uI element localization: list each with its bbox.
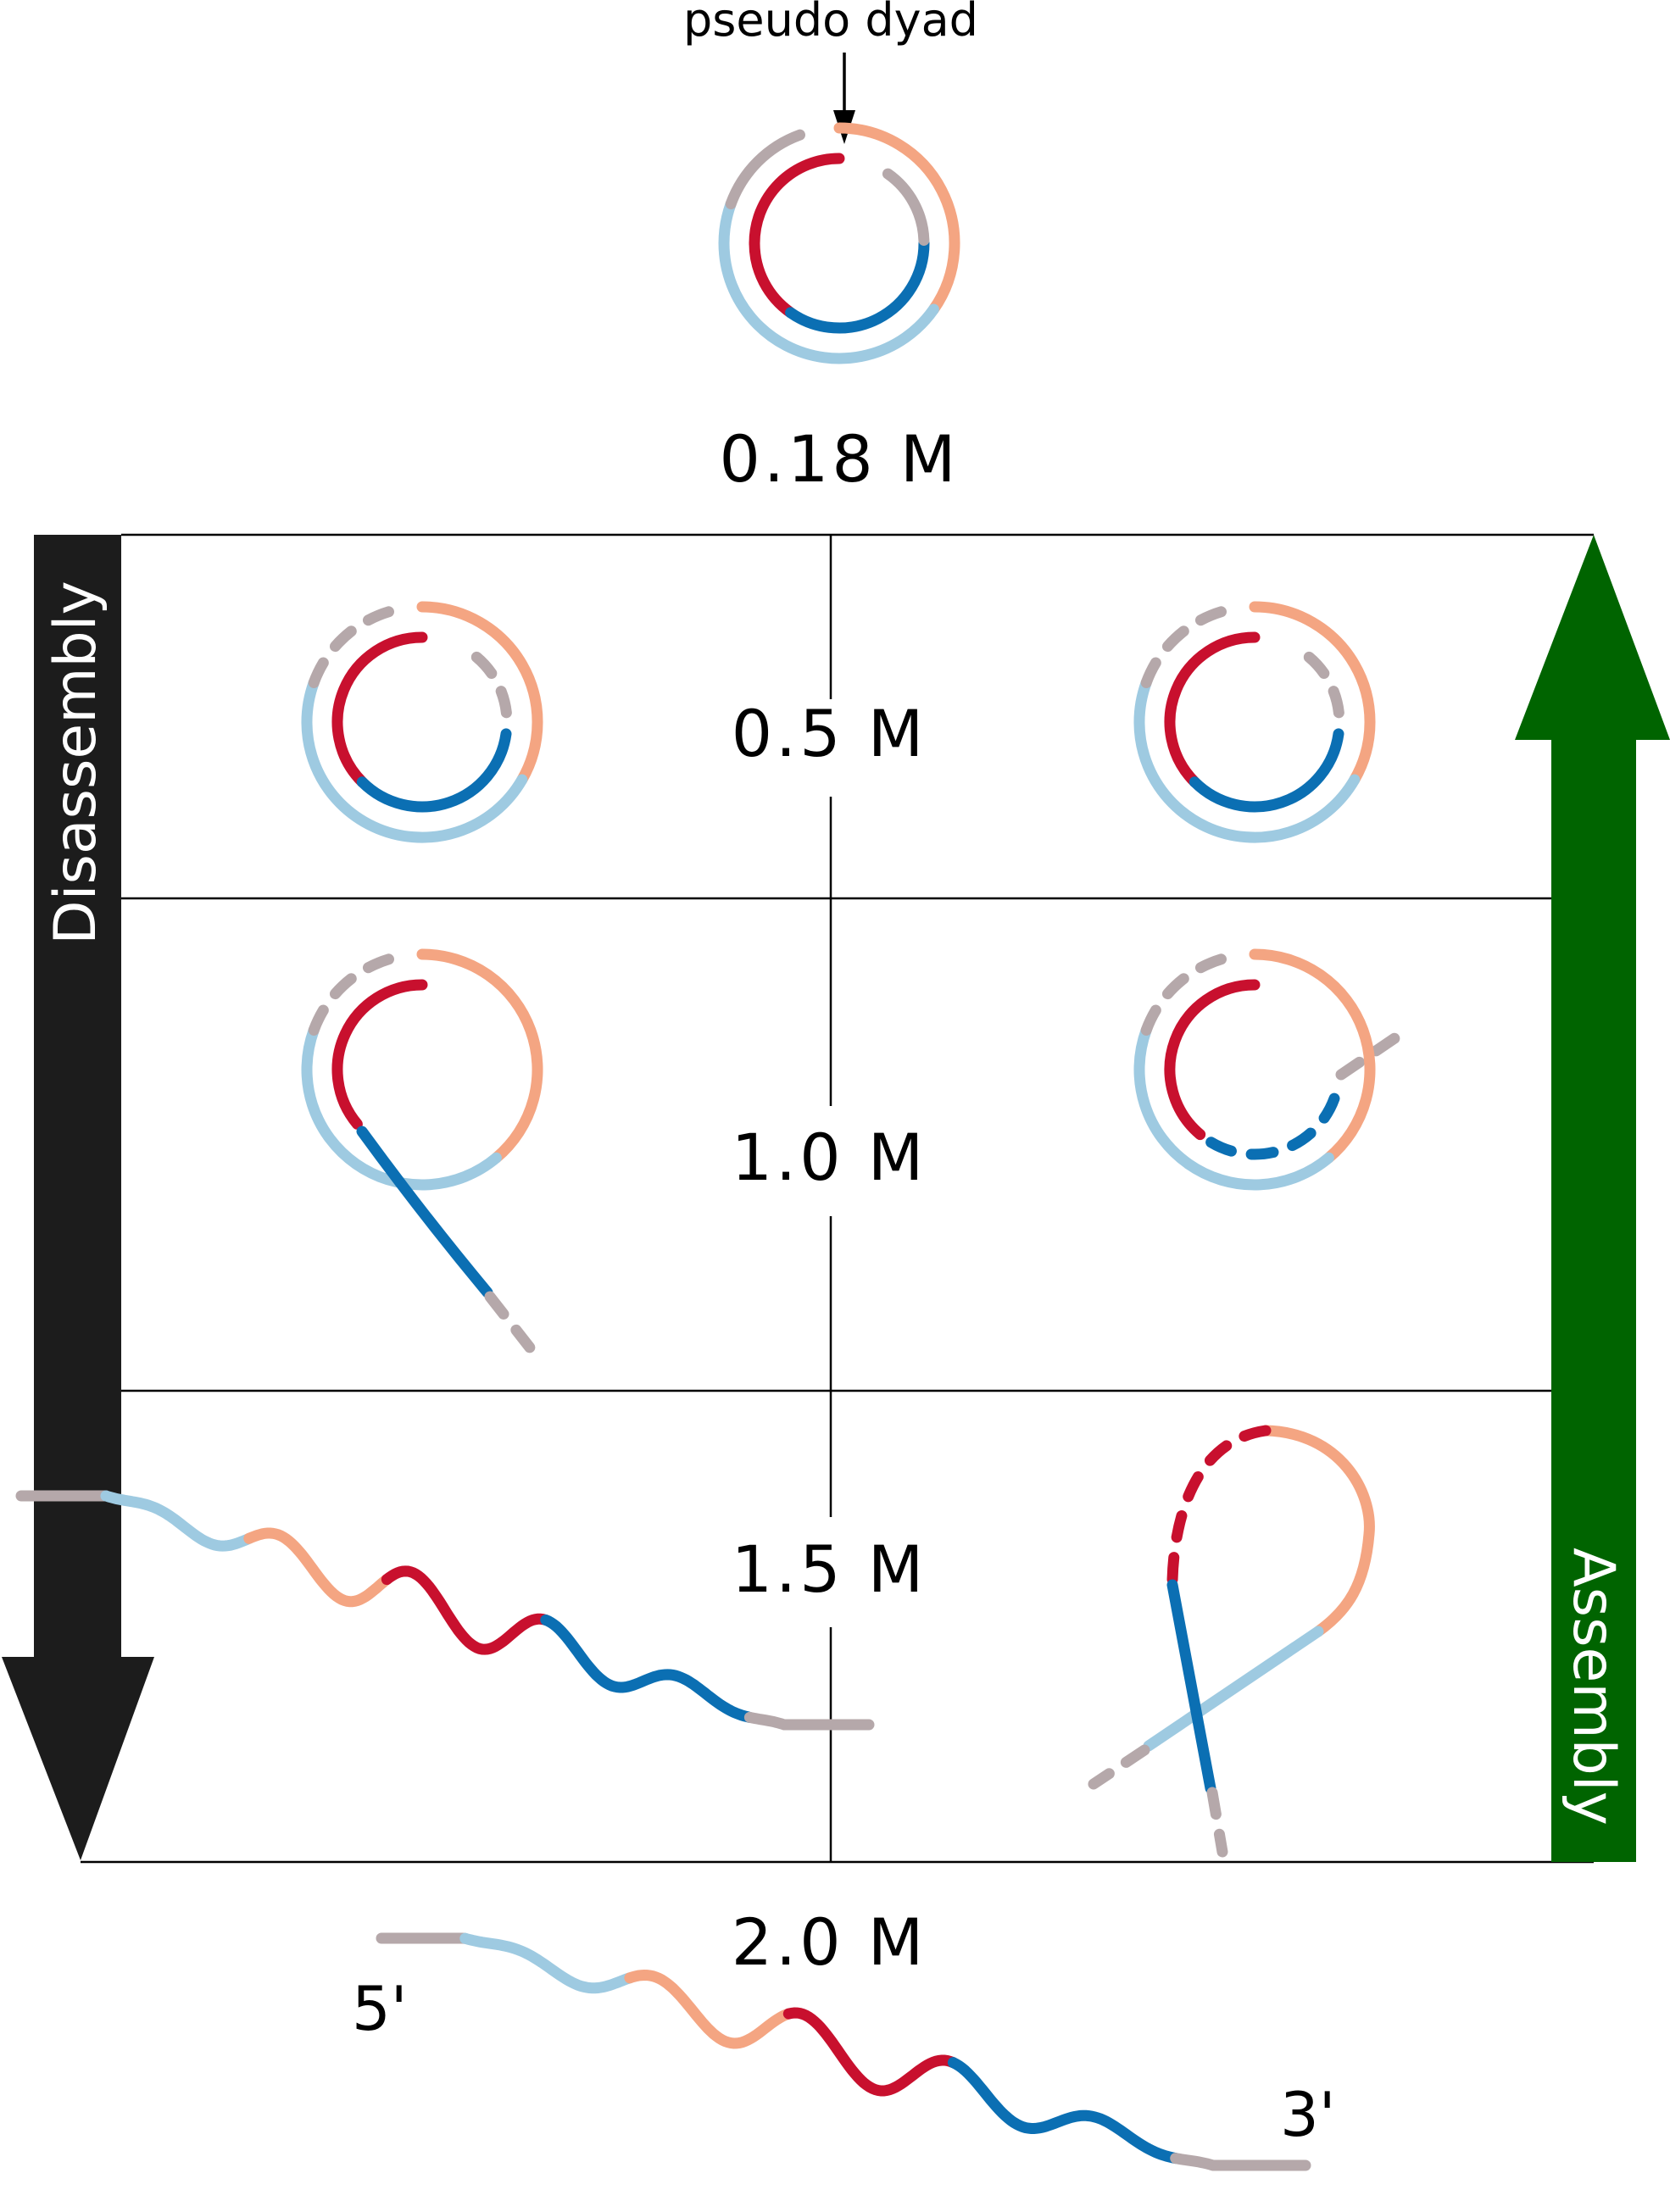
strand-15-segment-5 xyxy=(540,1615,755,1723)
nuc-05-right-inner-gray xyxy=(1303,651,1345,736)
nuc-05-right-outer-lightblue xyxy=(1133,677,1361,843)
top-outer-lightblue xyxy=(718,198,939,364)
top-outer-peach xyxy=(833,122,960,315)
disassembly-label: Disassembly xyxy=(42,581,109,945)
strand-20-segment-6 xyxy=(1170,2153,1311,2171)
concentration-label-1-5: 1.5 M xyxy=(732,1531,927,1607)
assembly-arrow-shape xyxy=(1515,535,1670,1862)
concentration-label-1-0: 1.0 M xyxy=(732,1120,927,1195)
nuc-10-right-outer-lightblue xyxy=(1133,1025,1334,1191)
strand-20-segment-4 xyxy=(782,2007,959,2097)
nuc-10-left-tail-gray xyxy=(484,1291,536,1353)
pseudo-dyad-label: pseudo dyad xyxy=(683,0,978,47)
concentration-label-0-5: 0.5 M xyxy=(732,696,927,771)
nuc-05-right-outer-gray xyxy=(1140,605,1231,688)
disassembly-arrow-shape xyxy=(2,535,154,1860)
dna-structures xyxy=(15,122,1413,2171)
nuc-05-left-inner-red xyxy=(331,631,428,788)
nuc-10-right-outer-peach xyxy=(1249,948,1376,1164)
nuc-10-left-tail-blue xyxy=(356,1125,493,1298)
strand-20-segment-2 xyxy=(459,1932,636,1994)
three-prime-label: 3' xyxy=(1280,2079,1336,2150)
assembly-label: Assembly xyxy=(1560,1548,1627,1826)
nuc-05-left-inner-gray xyxy=(470,651,513,736)
loop-15-gray-bottom xyxy=(1206,1787,1228,1858)
nuc-05-left-outer-peach xyxy=(416,601,543,786)
nuc-10-left-inner-red xyxy=(331,979,428,1130)
nuc-05-left-outer-lightblue xyxy=(301,677,528,843)
concentration-label-0-18: 0.18 M xyxy=(720,421,960,497)
nuc-05-left-inner-blue xyxy=(356,728,512,813)
loop-15-red-dashed xyxy=(1166,1425,1272,1587)
top-outer-gray xyxy=(725,129,805,209)
concentration-label-2-0: 2.0 M xyxy=(732,1904,927,1980)
top-inner-gray xyxy=(882,168,930,246)
top-inner-red-lower xyxy=(749,237,797,319)
loop-15-blue xyxy=(1166,1579,1216,1794)
strand-15-segment-6 xyxy=(743,1711,875,1731)
five-prime-label: 5' xyxy=(352,1973,408,2044)
top-inner-blue xyxy=(785,237,930,334)
assembly-arrow: Assembly xyxy=(1515,535,1670,1862)
nuc-10-right-inner-red xyxy=(1164,979,1261,1141)
nuc-10-right-outer-gray xyxy=(1140,953,1231,1036)
loop-15-gray-left xyxy=(1088,1744,1150,1790)
nuc-05-right-inner-blue xyxy=(1188,728,1344,813)
nuc-05-right-inner-red xyxy=(1164,631,1261,788)
loop-15-lightblue xyxy=(1143,1626,1324,1752)
nuc-05-right-outer-peach xyxy=(1249,601,1376,786)
strand-15-segment-4 xyxy=(381,1565,552,1655)
strand-20-segment-3 xyxy=(624,1969,794,2049)
strand-15-segment-3 xyxy=(243,1527,392,1608)
nuc-10-right-inner-blue xyxy=(1194,1092,1340,1160)
disassembly-arrow: Disassembly xyxy=(2,535,154,1860)
nuc-10-left-outer-lightblue xyxy=(301,1025,502,1191)
strand-20-segment-5 xyxy=(947,2057,1182,2165)
nuc-10-left-outer-peach xyxy=(416,948,543,1164)
nuc-05-left-outer-gray xyxy=(308,605,398,688)
nuc-10-left-outer-gray xyxy=(308,953,398,1036)
top-inner-red xyxy=(749,153,845,249)
loop-15-peach xyxy=(1260,1425,1375,1637)
strand-15-segment-2 xyxy=(100,1490,255,1552)
grid xyxy=(81,533,1594,1864)
